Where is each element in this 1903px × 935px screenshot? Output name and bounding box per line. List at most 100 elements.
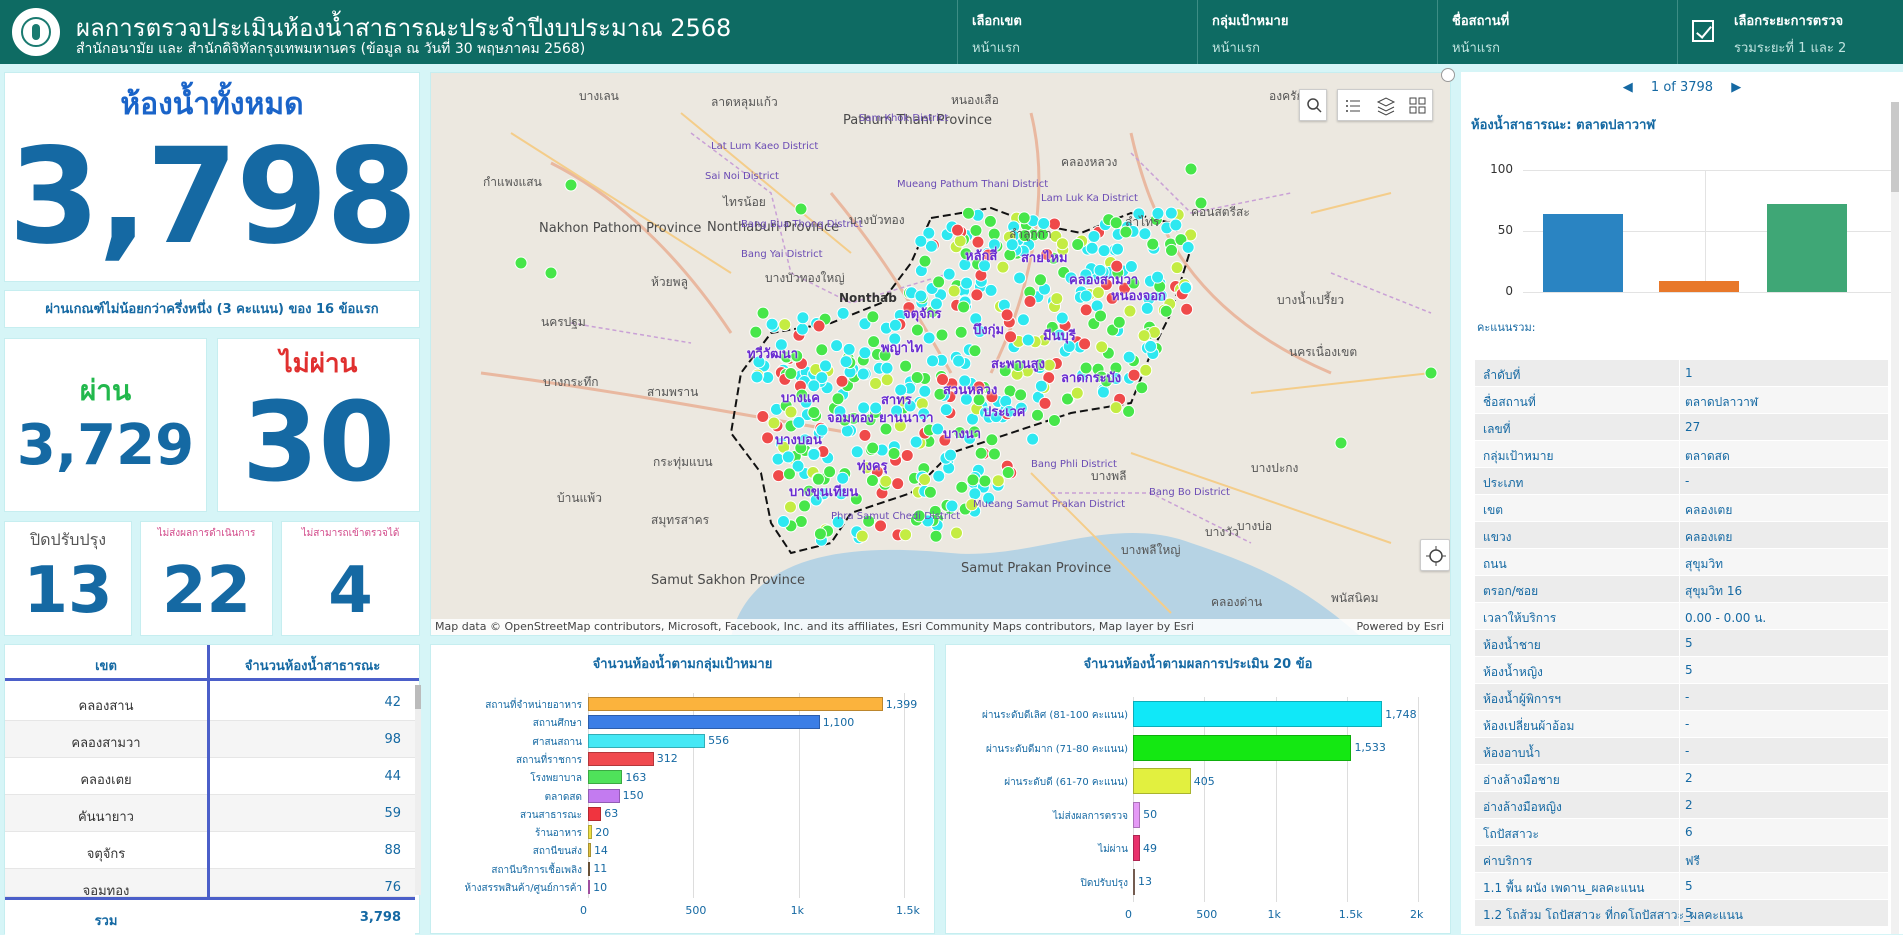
toilet-marker[interactable]	[855, 529, 869, 543]
toilet-marker[interactable]	[1112, 315, 1126, 329]
toilet-marker[interactable]	[1091, 286, 1105, 300]
toilet-marker[interactable]	[1004, 330, 1018, 344]
toilet-marker[interactable]	[830, 339, 844, 353]
toilet-marker[interactable]	[1079, 289, 1093, 303]
toilet-marker[interactable]	[1040, 247, 1054, 261]
toilet-marker[interactable]	[790, 349, 804, 363]
toilet-marker[interactable]	[1094, 309, 1108, 323]
toilet-marker[interactable]	[942, 267, 956, 281]
toilet-marker[interactable]	[1026, 432, 1040, 446]
toilet-marker[interactable]	[1109, 401, 1123, 415]
toilet-marker[interactable]	[1055, 311, 1069, 325]
toilet-marker[interactable]	[1037, 216, 1051, 230]
toilet-marker[interactable]	[774, 338, 788, 352]
toilet-marker[interactable]	[869, 376, 883, 390]
toilet-marker[interactable]	[1014, 388, 1028, 402]
toilet-marker[interactable]	[879, 422, 893, 436]
toilet-marker[interactable]	[858, 346, 872, 360]
toilet-marker[interactable]	[1165, 243, 1179, 257]
toilet-marker[interactable]	[1038, 396, 1052, 410]
toilet-marker[interactable]	[807, 447, 821, 461]
toilet-marker[interactable]	[899, 359, 913, 373]
toilet-marker[interactable]	[815, 343, 829, 357]
toilet-marker[interactable]	[1124, 260, 1138, 274]
toilet-marker[interactable]	[874, 519, 888, 533]
bar[interactable]	[588, 880, 591, 894]
toilet-marker[interactable]	[1105, 291, 1119, 305]
toilet-marker[interactable]	[795, 388, 809, 402]
prev-icon[interactable]: ◀	[1622, 80, 1633, 95]
toilet-marker[interactable]	[1127, 368, 1141, 382]
toilet-marker[interactable]	[858, 428, 872, 442]
toilet-marker[interactable]	[959, 247, 973, 261]
toilet-marker[interactable]	[931, 422, 945, 436]
toilet-marker[interactable]	[966, 473, 980, 487]
toilet-marker[interactable]	[923, 485, 937, 499]
toilet-marker[interactable]	[974, 446, 988, 460]
bar[interactable]	[1133, 801, 1141, 828]
toilet-marker[interactable]	[1334, 436, 1348, 450]
toilet-marker[interactable]	[973, 324, 987, 338]
toilet-marker[interactable]	[1087, 230, 1101, 244]
toilet-marker[interactable]	[833, 405, 847, 419]
toilet-marker[interactable]	[1159, 304, 1173, 318]
toilet-marker[interactable]	[798, 499, 812, 513]
table-row[interactable]: คลองเตย 44	[5, 758, 415, 795]
toilet-marker[interactable]	[1179, 281, 1193, 295]
toilet-marker[interactable]	[1001, 466, 1015, 480]
toilet-marker[interactable]	[792, 415, 806, 429]
scrollbar-thumb[interactable]	[1891, 102, 1899, 192]
toilet-marker[interactable]	[983, 214, 997, 228]
toilet-marker[interactable]	[796, 311, 810, 325]
bar[interactable]	[588, 861, 591, 876]
bar[interactable]	[1133, 835, 1140, 861]
toilet-marker[interactable]	[944, 448, 958, 462]
table-row[interactable]: คันนายาว 59	[5, 795, 415, 832]
toilet-marker[interactable]	[867, 335, 881, 349]
toilet-marker[interactable]	[839, 355, 853, 369]
toilet-marker[interactable]	[1110, 259, 1124, 273]
bar[interactable]	[588, 715, 820, 730]
toilet-marker[interactable]	[967, 425, 981, 439]
toilet-marker[interactable]	[909, 435, 923, 449]
toilet-marker[interactable]	[1064, 271, 1078, 285]
toilet-marker[interactable]	[1053, 328, 1067, 342]
toilet-marker[interactable]	[989, 410, 1003, 424]
toilet-marker[interactable]	[958, 374, 972, 388]
toilet-marker[interactable]	[765, 317, 779, 331]
toilet-marker[interactable]	[794, 202, 808, 216]
toilet-marker[interactable]	[815, 371, 829, 385]
toilet-marker[interactable]	[1060, 392, 1074, 406]
toilet-marker[interactable]	[1099, 277, 1113, 291]
toilet-marker[interactable]	[809, 493, 823, 507]
toilet-marker[interactable]	[1078, 337, 1092, 351]
toilet-marker[interactable]	[922, 226, 936, 240]
toilet-marker[interactable]	[888, 318, 902, 332]
toilet-marker[interactable]	[1014, 401, 1028, 415]
toilet-marker[interactable]	[544, 266, 558, 280]
toilet-marker[interactable]	[860, 461, 874, 475]
toilet-marker[interactable]	[1021, 333, 1035, 347]
column-header-count[interactable]: จำนวนห้องน้ำสาธารณะ	[244, 659, 381, 674]
toilet-marker[interactable]	[794, 441, 808, 455]
toilet-marker[interactable]	[836, 306, 850, 320]
toilet-marker[interactable]	[985, 390, 999, 404]
toilet-marker[interactable]	[961, 206, 975, 220]
toilet-marker[interactable]	[1079, 268, 1093, 282]
toilet-marker[interactable]	[1095, 340, 1109, 354]
toilet-marker[interactable]	[514, 256, 528, 270]
toilet-marker[interactable]	[1122, 350, 1136, 364]
toilet-marker[interactable]	[1023, 295, 1037, 309]
toilet-marker[interactable]	[831, 515, 845, 529]
scrollbar-thumb[interactable]	[415, 685, 421, 709]
toilet-marker[interactable]	[888, 332, 902, 346]
toilet-marker[interactable]	[890, 404, 904, 418]
toilet-marker[interactable]	[564, 178, 578, 192]
toilet-marker[interactable]	[991, 474, 1005, 488]
toilet-marker[interactable]	[996, 260, 1010, 274]
toilet-marker[interactable]	[878, 348, 892, 362]
toilet-marker[interactable]	[1119, 225, 1133, 239]
toilet-marker[interactable]	[1123, 304, 1137, 318]
toilet-marker[interactable]	[1062, 340, 1076, 354]
toilet-marker[interactable]	[856, 367, 870, 381]
